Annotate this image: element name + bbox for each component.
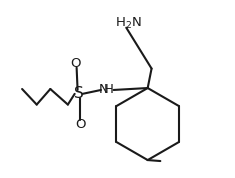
Text: S: S — [74, 86, 83, 101]
Text: N: N — [99, 83, 109, 96]
Text: H$_2$N: H$_2$N — [115, 16, 142, 31]
Text: H: H — [104, 83, 114, 96]
Text: O: O — [75, 117, 86, 130]
Text: O: O — [70, 57, 81, 70]
